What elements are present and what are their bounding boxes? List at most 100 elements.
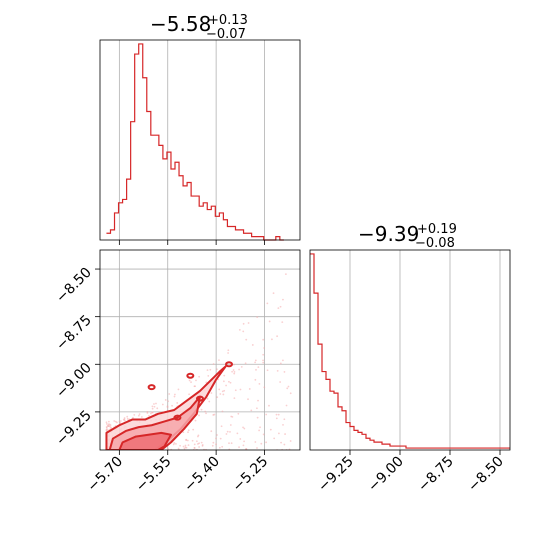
scatter-point [225,433,228,435]
scatter-point [245,448,247,450]
scatter-point [148,414,150,417]
scatter-point [242,444,245,447]
scatter-point [215,443,217,446]
scatter-point [279,305,282,308]
title-param-2-plus: +0.19 [417,222,457,237]
scatter-point [186,439,189,442]
scatter-point [179,444,181,447]
title-param-1-minus: −0.07 [206,27,246,42]
scatter-point [137,414,140,417]
x-tick-label: −9.25 [315,454,357,496]
scatter-point [151,407,154,410]
scatter-point [239,438,242,440]
scatter-point [216,434,218,436]
scatter-point [188,393,191,396]
scatter-point [173,442,176,444]
scatter-point [119,420,122,422]
scatter-point [287,385,290,388]
grid-c [100,250,300,450]
scatter-point [232,369,235,371]
scatter-point [256,416,259,419]
scatter-point [233,363,235,366]
scatter-point [166,405,169,408]
scatter-point [247,398,249,401]
scatter-point [238,446,240,449]
scatter-point [248,388,251,390]
scatter-point [230,442,233,445]
scatter-point [173,395,176,398]
scatter-point [266,302,269,305]
scatter-point [289,440,292,442]
scatter-point [105,421,108,424]
scatter-point [126,415,129,418]
scatter-point [211,444,214,447]
scatter-point [289,392,292,395]
contour-blob [225,361,234,368]
scatter-point [133,414,136,416]
scatter-point [210,392,213,394]
scatter-point [151,411,154,414]
density-contours [105,361,234,450]
scatter-point [200,408,203,411]
scatter-point [197,434,200,437]
scatter-point [161,403,164,406]
scatter-point [229,430,231,433]
scatter-point [191,439,194,442]
scatter-point [276,369,279,372]
scatter-point [233,397,236,400]
scatter-point [177,388,180,391]
scatter-point [171,404,173,407]
contour-blob [147,384,156,391]
scatter-point [184,444,187,447]
scatter-point [187,431,189,434]
scatter-point [254,441,257,443]
scatter-point [177,447,180,450]
scatter-point [265,441,268,444]
scatter-point [250,409,253,412]
x-tick-label: −5.70 [85,454,127,496]
scatter-point [243,427,246,430]
scatter-point [210,430,213,433]
scatter-point [132,416,134,419]
scatter-point [193,385,196,388]
scatter-point [216,368,218,371]
scatter-point [108,425,111,428]
scatter-point [212,363,215,365]
scatter-point [221,445,224,448]
scatter-point [277,413,280,416]
scatter-point [105,426,108,428]
y-ticks-c: −8.50 −8.75 −9.00 −9.25 [53,265,100,449]
scatter-point [155,402,157,405]
scatter-point [183,447,186,450]
scatter-point [255,368,257,371]
y-tick-label: −8.75 [53,312,95,354]
scatter-point [151,405,154,408]
scatter-point [242,322,245,325]
scatter-point [223,374,226,377]
scatter-point [190,381,192,384]
scatter-point [284,273,287,275]
scatter-point [280,441,282,444]
scatter-point [193,447,196,449]
scatter-point [198,442,201,445]
scatter-point [168,393,171,395]
scatter-point [271,338,273,341]
scatter-point [257,399,259,402]
scatter-point [283,443,286,446]
x-tick-label: −5.40 [181,454,223,496]
scatter-point [284,433,286,435]
scatter-point [258,382,261,385]
scatter-point [225,384,228,387]
scatter-point [243,440,246,443]
scatter-point [221,410,224,413]
x-tick-label: −9.00 [365,454,407,496]
scatter-point [126,417,129,420]
scatter-point [262,433,265,436]
title-param-1-plus: +0.13 [208,13,248,28]
scatter-point [105,423,108,425]
scatter-point [268,320,271,323]
scatter-point [242,330,245,333]
scatter-point [113,420,116,422]
scatter-point [176,402,179,404]
scatter-point [259,426,261,429]
